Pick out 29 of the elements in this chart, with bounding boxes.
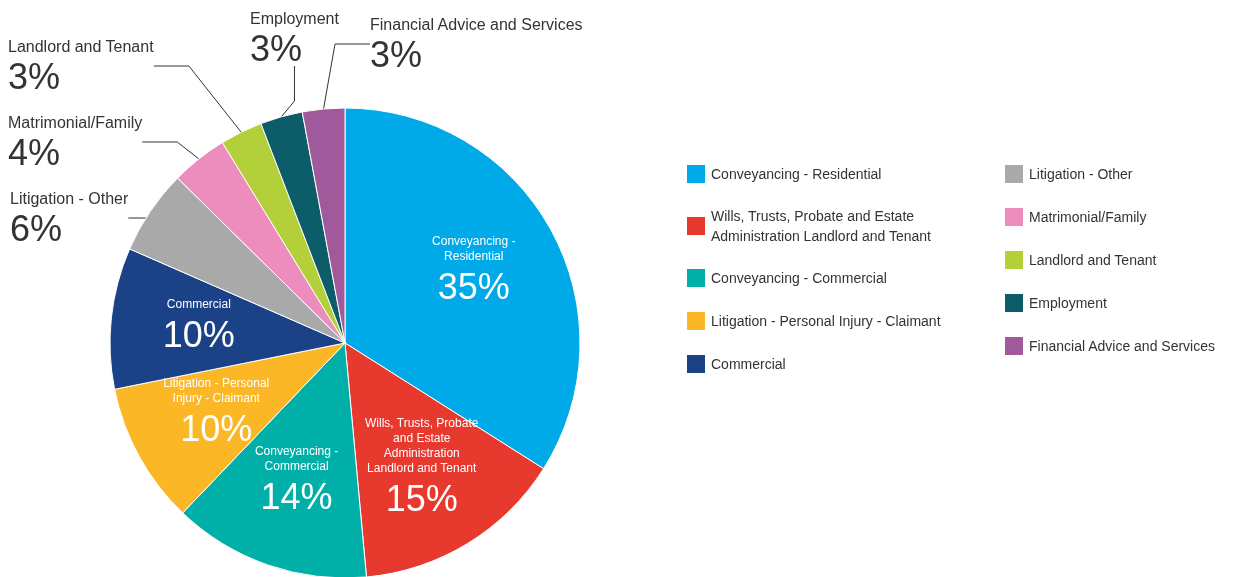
slice-label: Financial Advice and Services — [370, 15, 583, 33]
data-label: 3% — [370, 33, 423, 75]
slice-label: Landlord and Tenant — [8, 37, 155, 55]
legend-label: Matrimonial/Family — [1029, 209, 1147, 225]
data-label: 10% — [162, 313, 235, 355]
slice-label: Employment — [250, 9, 340, 27]
data-label: 3% — [8, 55, 61, 97]
legend-label: Litigation - Personal Injury - Claimant — [711, 313, 941, 329]
legend-label: Commercial — [711, 356, 786, 372]
legend-label: Financial Advice and Services — [1029, 338, 1215, 354]
data-label: 35% — [437, 266, 510, 308]
data-label: 14% — [260, 475, 333, 517]
slice-label: Litigation - Other — [10, 189, 129, 207]
legend-label: Conveyancing - Residential — [711, 166, 882, 182]
data-label: 4% — [8, 131, 61, 173]
slice-label: Matrimonial/Family — [8, 113, 143, 131]
slice-label: Litigation - Personal Injury - Claimant — [163, 376, 270, 406]
legend-label: Employment — [1029, 295, 1107, 311]
data-label: 3% — [250, 27, 303, 69]
legend-label: Landlord and Tenant — [1029, 252, 1157, 268]
slice-label: Conveyancing - Residential — [432, 234, 516, 264]
data-label: 6% — [10, 207, 63, 249]
data-label: 15% — [385, 477, 458, 519]
legend-label: Litigation - Other — [1029, 166, 1133, 182]
data-label: 10% — [180, 408, 253, 450]
legend-label: Wills, Trusts, Probate and Estate Administration Landlord and Tenant — [711, 208, 932, 244]
slice-label: Conveyancing - Commercial — [254, 443, 339, 473]
slice-label: Commercial — [166, 296, 231, 311]
legend-label: Conveyancing - Commercial — [711, 270, 887, 286]
